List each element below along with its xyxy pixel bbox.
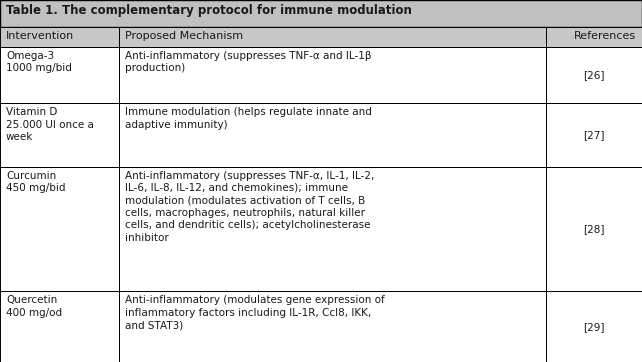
- Text: Anti-inflammatory (modulates gene expression of
inflammatory factors including I: Anti-inflammatory (modulates gene expres…: [125, 295, 385, 330]
- Text: Immune modulation (helps regulate innate and
adaptive immunity): Immune modulation (helps regulate innate…: [125, 107, 372, 130]
- Bar: [119, 291, 546, 362]
- Bar: [546, 291, 642, 362]
- Text: Intervention: Intervention: [6, 31, 74, 41]
- Text: [27]: [27]: [583, 130, 605, 140]
- Text: Quercetin
400 mg/od: Quercetin 400 mg/od: [6, 295, 62, 318]
- Bar: [119, 27, 546, 47]
- Bar: [119, 167, 546, 291]
- Bar: [0, 167, 119, 291]
- Text: Proposed Mechanism: Proposed Mechanism: [125, 31, 243, 41]
- Bar: [546, 167, 642, 291]
- Text: Vitamin D
25.000 UI once a
week: Vitamin D 25.000 UI once a week: [6, 107, 94, 142]
- Text: Anti-inflammatory (suppresses TNF-α, IL-1, IL-2,
IL-6, IL-8, IL-12, and chemokin: Anti-inflammatory (suppresses TNF-α, IL-…: [125, 171, 374, 243]
- Text: [29]: [29]: [583, 322, 605, 332]
- Bar: [119, 103, 546, 167]
- Bar: [0, 291, 119, 362]
- Bar: [0, 47, 119, 103]
- Bar: [546, 47, 642, 103]
- Bar: [546, 103, 642, 167]
- Text: Omega-3
1000 mg/bid: Omega-3 1000 mg/bid: [6, 51, 72, 73]
- Text: Anti-inflammatory (suppresses TNF-α and IL-1β
production): Anti-inflammatory (suppresses TNF-α and …: [125, 51, 371, 73]
- Bar: [0, 103, 119, 167]
- Bar: [546, 27, 642, 47]
- Text: Curcumin
450 mg/bid: Curcumin 450 mg/bid: [6, 171, 65, 193]
- Bar: [0, 0, 642, 27]
- Text: References: References: [574, 31, 636, 41]
- Bar: [119, 47, 546, 103]
- Text: [26]: [26]: [583, 70, 605, 80]
- Text: Table 1. The complementary protocol for immune modulation: Table 1. The complementary protocol for …: [6, 4, 412, 17]
- Text: [28]: [28]: [583, 224, 605, 234]
- Bar: [0, 27, 119, 47]
